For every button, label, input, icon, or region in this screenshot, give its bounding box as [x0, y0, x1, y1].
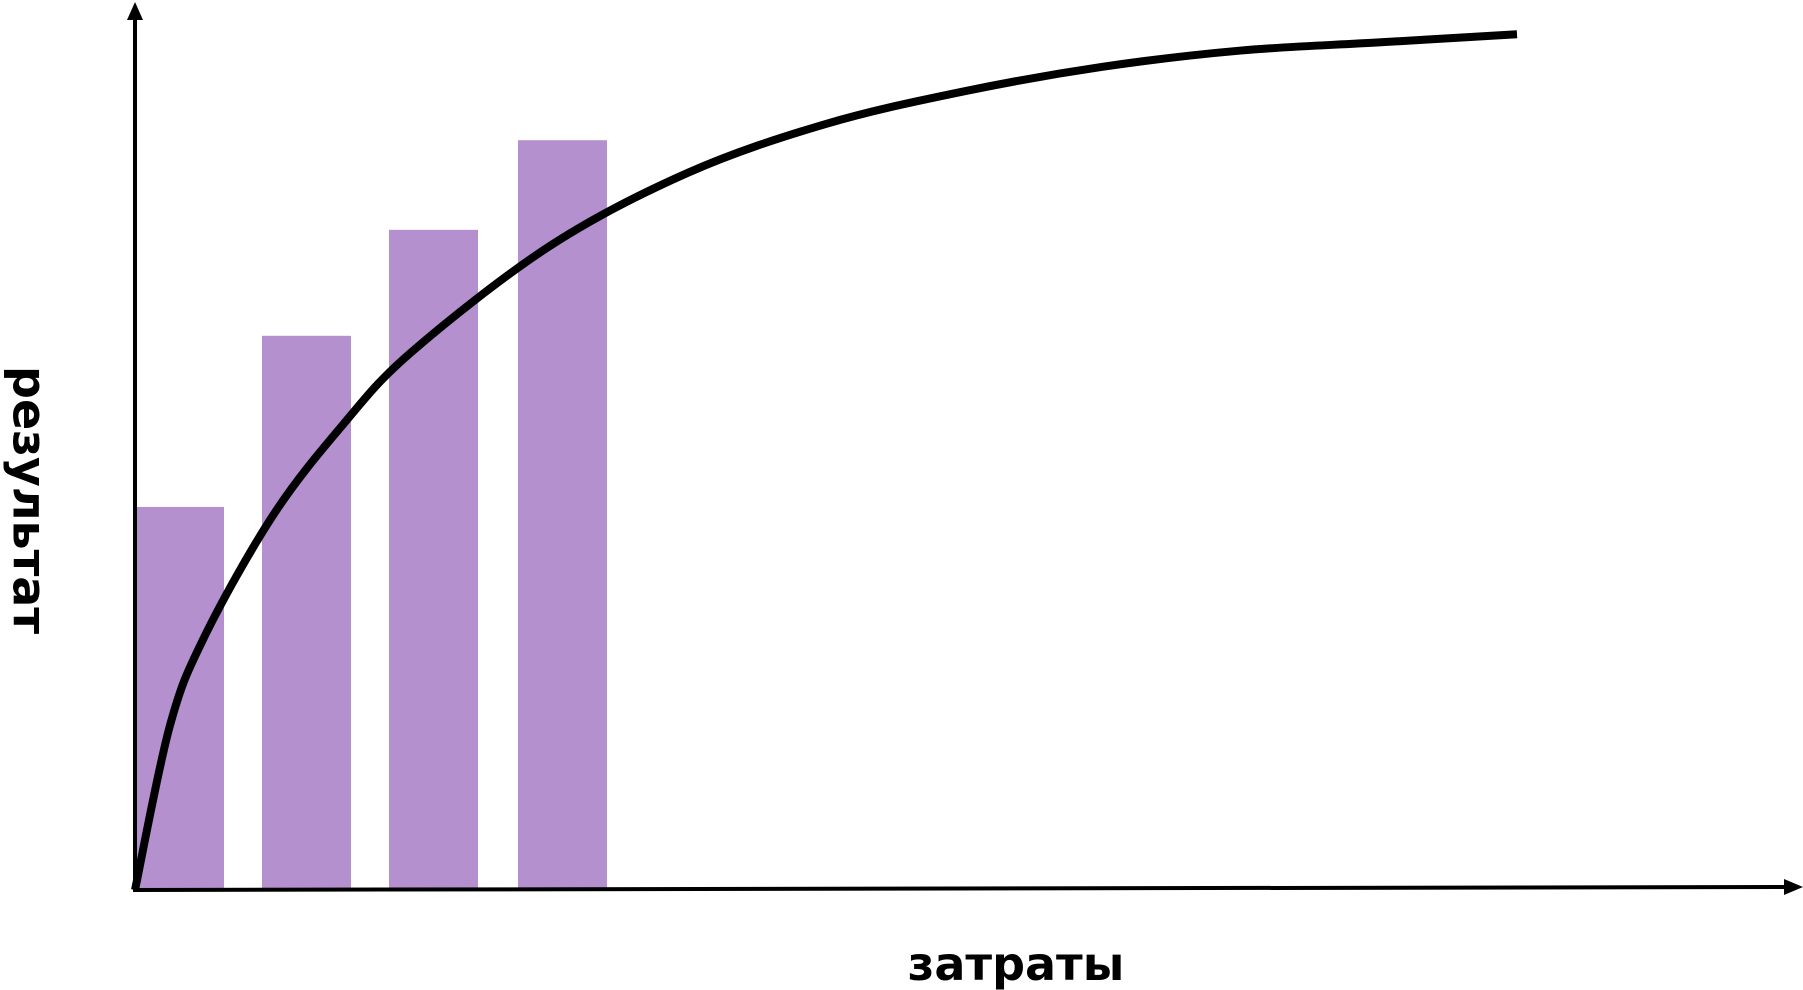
bar-3: [389, 229, 478, 891]
saturation-curve: [131, 30, 1518, 891]
y-axis-label: результат: [3, 366, 57, 634]
x-axis-label: затраты: [908, 937, 1125, 990]
x-axis-arrow: [1784, 879, 1803, 895]
x-axis-line: [132, 885, 1789, 892]
bar-4: [518, 140, 607, 890]
bar-2: [262, 335, 351, 890]
y-axis-arrow: [127, 2, 143, 20]
